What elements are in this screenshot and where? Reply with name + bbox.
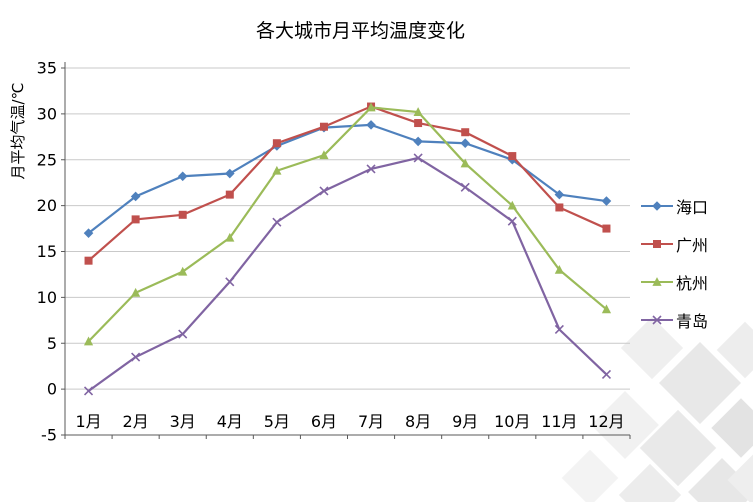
marker-square bbox=[225, 190, 234, 199]
legend-item: 杭州 bbox=[641, 263, 708, 301]
y-tick-label: 35 bbox=[37, 59, 57, 78]
legend-label: 广州 bbox=[676, 236, 709, 255]
y-tick-label: 30 bbox=[37, 104, 57, 123]
marker-diamond bbox=[652, 201, 662, 211]
legend-item: 青岛 bbox=[641, 301, 708, 339]
marker-square bbox=[555, 203, 564, 212]
marker-square bbox=[653, 240, 661, 248]
y-tick-label: 25 bbox=[37, 150, 57, 169]
marker-triangle bbox=[272, 165, 282, 175]
marker-x bbox=[178, 329, 188, 339]
marker-square bbox=[461, 128, 470, 137]
marker-x bbox=[319, 186, 329, 196]
marker-diamond bbox=[366, 120, 376, 130]
series-line-3 bbox=[87, 106, 608, 343]
marker-triangle bbox=[413, 107, 423, 116]
series-line-2 bbox=[87, 105, 607, 262]
y-tick-label: 10 bbox=[37, 288, 57, 307]
marker-triangle bbox=[601, 304, 612, 314]
x-tick-label: 5月 bbox=[264, 412, 290, 431]
marker-x bbox=[131, 352, 141, 362]
marker-diamond bbox=[224, 168, 235, 179]
x-tick-label: 10月 bbox=[494, 412, 530, 431]
marker-diamond bbox=[83, 228, 94, 238]
x-tick-label: 11月 bbox=[541, 412, 577, 431]
marker-square bbox=[508, 152, 517, 161]
marker-diamond bbox=[460, 138, 471, 149]
legend-marker bbox=[641, 201, 673, 211]
marker-x bbox=[272, 217, 282, 227]
marker-triangle bbox=[460, 158, 470, 168]
x-tick-label: 8月 bbox=[405, 412, 431, 431]
marker-x bbox=[413, 153, 423, 163]
marker-x bbox=[507, 216, 517, 226]
marker-x bbox=[554, 324, 564, 335]
legend-label: 海口 bbox=[676, 198, 709, 217]
x-tick-label: 3月 bbox=[170, 412, 196, 431]
marker-triangle bbox=[652, 277, 662, 286]
y-tick-label: 15 bbox=[37, 242, 57, 261]
marker-triangle bbox=[131, 287, 141, 297]
marker-x bbox=[83, 386, 94, 396]
marker-x bbox=[601, 369, 612, 380]
marker-square bbox=[178, 210, 187, 219]
marker-triangle bbox=[178, 266, 188, 276]
marker-square bbox=[319, 122, 328, 131]
marker-diamond bbox=[130, 191, 141, 202]
legend-marker bbox=[641, 240, 673, 248]
legend: 海口 广州 杭州 青岛 bbox=[641, 187, 708, 339]
marker-x bbox=[225, 277, 235, 287]
legend-label: 杭州 bbox=[676, 274, 709, 293]
x-tick-label: 6月 bbox=[311, 412, 337, 431]
series-line-4 bbox=[87, 156, 608, 392]
marker-square bbox=[272, 139, 281, 148]
marker-square bbox=[414, 119, 423, 128]
marker-triangle bbox=[554, 264, 564, 274]
x-tick-label: 7月 bbox=[358, 412, 384, 431]
x-tick-label: 1月 bbox=[75, 412, 101, 431]
marker-square bbox=[131, 215, 140, 224]
marker-diamond bbox=[413, 136, 423, 147]
y-axis-title: 月平均气温/℃ bbox=[9, 82, 27, 180]
marker-x bbox=[366, 164, 376, 174]
marker-triangle bbox=[225, 232, 235, 242]
legend-item: 海口 bbox=[641, 187, 708, 225]
x-tick-label: 4月 bbox=[217, 412, 243, 431]
y-tick-label: 0 bbox=[47, 380, 57, 399]
marker-x bbox=[460, 182, 470, 192]
legend-item: 广州 bbox=[641, 225, 708, 263]
x-tick-label: 2月 bbox=[123, 412, 149, 431]
marker-x bbox=[652, 315, 662, 325]
y-tick-label: 5 bbox=[47, 334, 57, 353]
marker-triangle bbox=[83, 336, 94, 346]
marker-triangle bbox=[366, 102, 376, 112]
legend-label: 青岛 bbox=[676, 312, 709, 331]
y-tick-label: 20 bbox=[37, 196, 57, 215]
marker-square bbox=[84, 256, 93, 265]
marker-diamond bbox=[177, 171, 188, 182]
x-tick-label: 12月 bbox=[588, 412, 624, 431]
chart-title: 各大城市月平均温度变化 bbox=[255, 20, 465, 42]
x-tick-label: 9月 bbox=[452, 412, 478, 431]
marker-square bbox=[602, 224, 611, 233]
marker-diamond bbox=[601, 196, 612, 206]
y-tick-label: -5 bbox=[41, 426, 57, 445]
marker-diamond bbox=[554, 189, 565, 200]
legend-marker bbox=[641, 277, 673, 286]
legend-marker bbox=[641, 315, 673, 325]
marker-triangle bbox=[507, 200, 517, 210]
marker-triangle bbox=[319, 150, 329, 160]
